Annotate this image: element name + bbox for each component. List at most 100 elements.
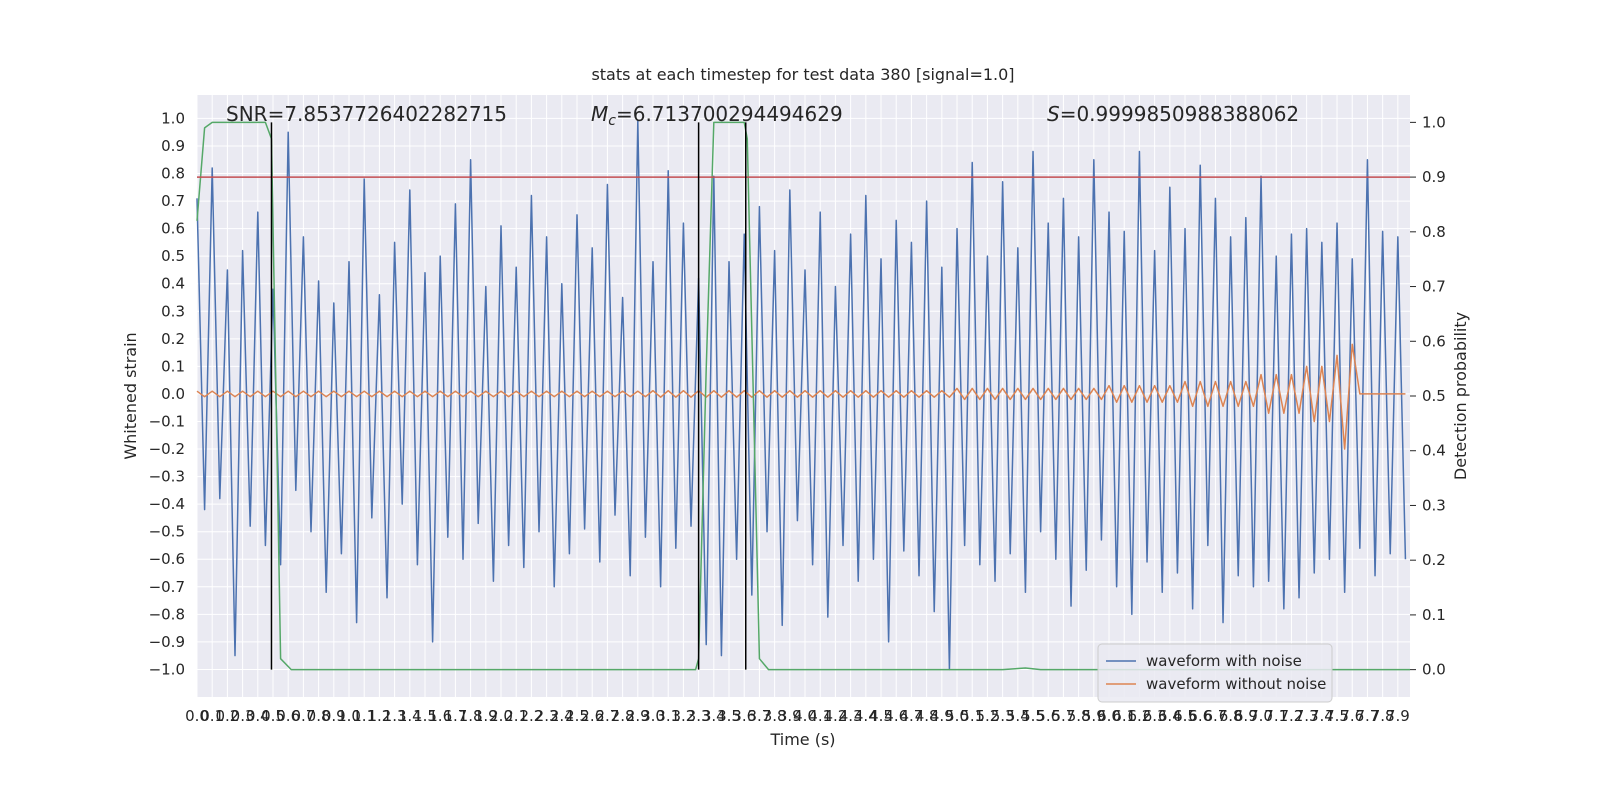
y-tick-label: 0.5 <box>161 247 185 265</box>
y2-tick-label: 0.2 <box>1422 551 1446 569</box>
annotation-text: =7.8537726402282715 <box>268 102 507 126</box>
x-tick-label: 4.7 <box>899 707 923 725</box>
x-tick-label: 0.2 <box>215 707 239 725</box>
annotation: Mc=6.713700294494629 <box>591 102 843 129</box>
x-tick-label: 2.2 <box>519 707 543 725</box>
x-tick-label: 1.0 <box>337 707 361 725</box>
x-tick-label: 1.4 <box>398 707 422 725</box>
x-tick-label: 6.7 <box>1204 707 1228 725</box>
annotation-text: =0.9999850988388062 <box>1060 102 1299 126</box>
y2-tick-label: 0.4 <box>1422 442 1446 460</box>
x-tick-label: 4.1 <box>808 707 832 725</box>
y-axis-label: Whitened strain <box>121 332 140 459</box>
x-tick-label: 6.2 <box>1128 707 1152 725</box>
y-tick-label: 0.1 <box>161 357 185 375</box>
y2-tick-label: 0.5 <box>1422 387 1446 405</box>
x-tick-label: 1.1 <box>352 707 376 725</box>
x-tick-label: 3.6 <box>732 707 756 725</box>
legend-label: waveform without noise <box>1146 675 1326 693</box>
x-tick-label: 1.2 <box>367 707 391 725</box>
y2-tick-label: 0.0 <box>1422 661 1446 679</box>
x-tick-label: 0.7 <box>291 707 315 725</box>
y-tick-label: 0.7 <box>161 192 185 210</box>
y2-tick-label: 0.6 <box>1422 332 1446 350</box>
series-line <box>196 343 1406 450</box>
annotation: SNR=7.8537726402282715 <box>226 102 507 126</box>
x-tick-label: 0.9 <box>322 707 346 725</box>
x-tick-label: 6.1 <box>1112 707 1136 725</box>
x-tick-label: 7.2 <box>1280 707 1304 725</box>
x-tick-label: 2.8 <box>611 707 635 725</box>
x-tick-label: 5.8 <box>1067 707 1091 725</box>
x-tick-label: 6.3 <box>1143 707 1167 725</box>
y-tick-label: 0.2 <box>161 330 185 348</box>
annotation-text: =6.713700294494629 <box>616 102 843 126</box>
y-tick-label: −0.1 <box>149 412 185 430</box>
x-tick-label: 6.4 <box>1158 707 1182 725</box>
annotation: S=0.9999850988388062 <box>1047 102 1299 126</box>
x-tick-label: 3.3 <box>687 707 711 725</box>
y-tick-label: −0.2 <box>149 440 185 458</box>
x-tick-label: 3.8 <box>763 707 787 725</box>
legend-label: waveform with noise <box>1146 652 1302 670</box>
x-tick-label: 7.1 <box>1264 707 1288 725</box>
y2-axis-label: Detection probability <box>1451 312 1470 480</box>
y-tick-label: −0.8 <box>149 605 185 623</box>
x-tick-label: 1.3 <box>383 707 407 725</box>
y-tick-label: 0.9 <box>161 137 185 155</box>
x-tick-label: 3.1 <box>656 707 680 725</box>
x-tick-label: 7.6 <box>1340 707 1364 725</box>
x-tick-label: 6.9 <box>1234 707 1258 725</box>
x-tick-label: 5.0 <box>945 707 969 725</box>
y-tick-label: −1.0 <box>149 660 185 678</box>
y2-tick-label: 0.7 <box>1422 278 1446 296</box>
chart-title: stats at each timestep for test data 380… <box>591 65 1014 84</box>
x-tick-label: 7.8 <box>1371 707 1395 725</box>
x-tick-label: 0.3 <box>231 707 255 725</box>
x-tick-label: 5.5 <box>1021 707 1045 725</box>
annotation-symbol: SNR <box>226 102 268 126</box>
x-tick-label: 1.9 <box>474 707 498 725</box>
x-tick-label: 2.3 <box>535 707 559 725</box>
y-tick-label: 0.4 <box>161 275 185 293</box>
annotation-symbol: S <box>1047 102 1060 126</box>
x-tick-label: 5.2 <box>975 707 999 725</box>
y-tick-label: −0.6 <box>149 550 185 568</box>
x-axis-label: Time (s) <box>769 730 835 749</box>
x-tick-label: 6.6 <box>1188 707 1212 725</box>
x-tick-label: 2.9 <box>626 707 650 725</box>
y2-tick-label: 1.0 <box>1422 113 1446 131</box>
y2-tick-label: 0.8 <box>1422 223 1446 241</box>
y-tick-label: −0.3 <box>149 468 185 486</box>
x-tick-label: 3.7 <box>747 707 771 725</box>
annotation-symbol: M <box>591 102 608 126</box>
legend-box <box>1097 643 1333 703</box>
x-tick-label: 7.7 <box>1356 707 1380 725</box>
x-tick-label: 5.4 <box>1006 707 1030 725</box>
x-tick-label: 2.0 <box>489 707 513 725</box>
y-tick-label: −0.7 <box>149 578 185 596</box>
x-tick-label: 6.5 <box>1173 707 1197 725</box>
y2-tick-label: 0.1 <box>1422 606 1446 624</box>
x-tick-label: 1.7 <box>443 707 467 725</box>
x-tick-label: 4.5 <box>869 707 893 725</box>
y-tick-label: 0.3 <box>161 302 185 320</box>
x-tick-label: 3.5 <box>717 707 741 725</box>
x-tick-label: 1.5 <box>413 707 437 725</box>
series-line <box>196 121 1410 671</box>
x-tick-label: 7.5 <box>1325 707 1349 725</box>
x-tick-label: 4.3 <box>839 707 863 725</box>
x-tick-label: 1.8 <box>459 707 483 725</box>
x-tick-label: 2.1 <box>504 707 528 725</box>
x-tick-label: 5.9 <box>1082 707 1106 725</box>
x-tick-label: 0.6 <box>276 707 300 725</box>
annotation-subscript: c <box>608 113 616 129</box>
x-tick-label: 7.0 <box>1249 707 1273 725</box>
x-tick-label: 4.8 <box>915 707 939 725</box>
x-tick-label: 6.0 <box>1097 707 1121 725</box>
x-tick-label: 0.5 <box>261 707 285 725</box>
y-tick-label: −0.9 <box>149 633 185 651</box>
x-tick-label: 5.3 <box>991 707 1015 725</box>
